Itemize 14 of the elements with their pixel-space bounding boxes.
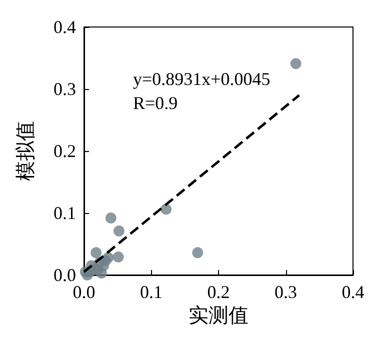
annotation: y=0.8931x+0.0045 [133, 69, 270, 89]
y-axis-title: 模拟值 [15, 121, 37, 181]
x-tick-label: 0.3 [274, 282, 297, 302]
y-tick-label: 0.0 [54, 265, 76, 285]
annotation: R=0.9 [133, 93, 178, 113]
x-axis-title: 实测值 [188, 304, 248, 327]
y-tick-label: 0.1 [54, 203, 76, 223]
x-tick-label: 0.1 [140, 282, 162, 302]
x-tick-label: 0.4 [342, 282, 364, 302]
y-tick-label: 0.3 [54, 79, 76, 99]
y-tick-label: 0.2 [54, 141, 76, 161]
x-tick-label: 0.2 [207, 282, 230, 302]
x-tick-label: 0.0 [72, 282, 96, 302]
y-tick-label: 0.4 [54, 17, 76, 37]
